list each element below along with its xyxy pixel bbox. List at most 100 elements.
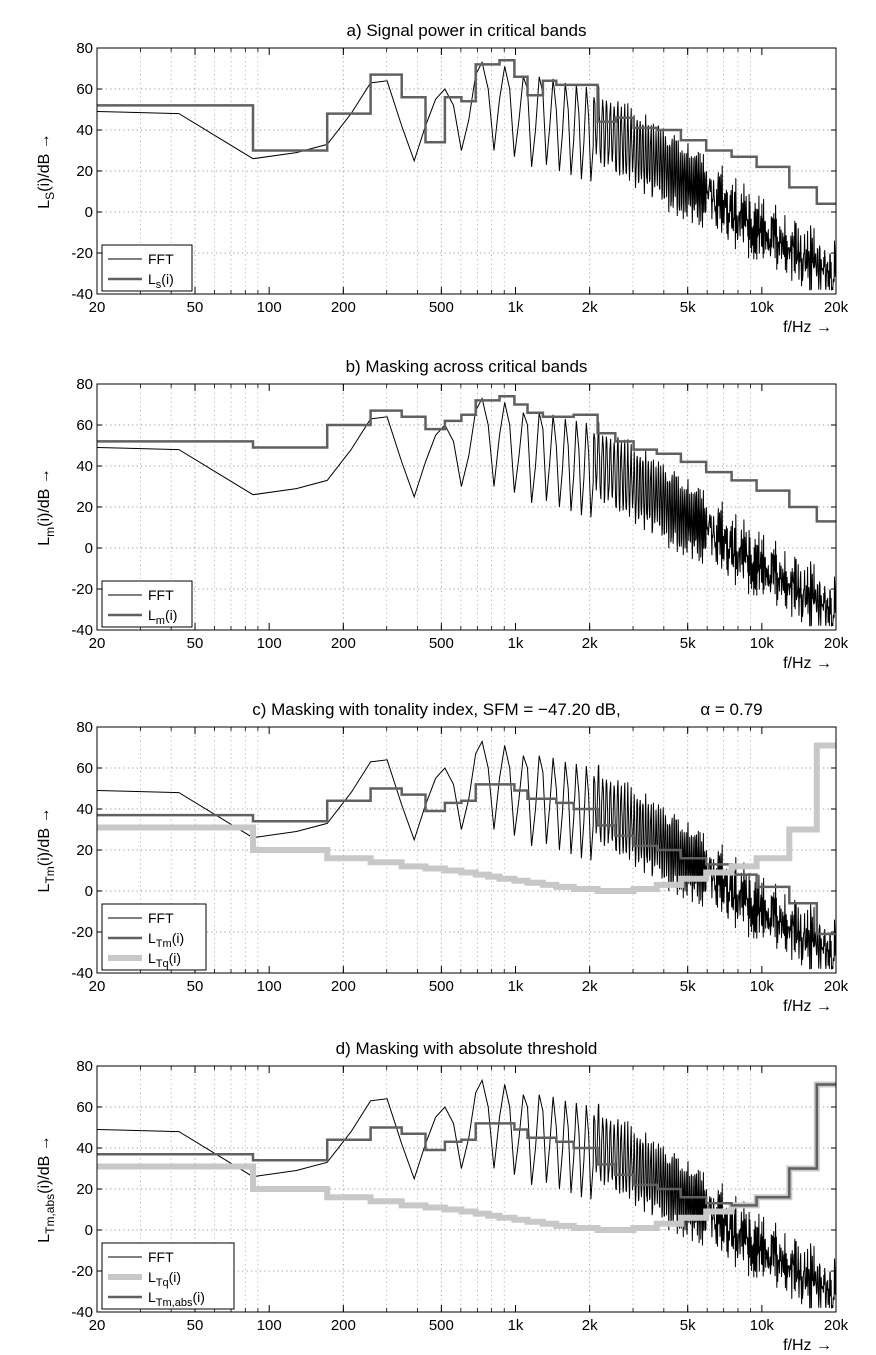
y-tick-label: -40	[71, 622, 93, 639]
x-tick-label: 50	[187, 635, 204, 652]
x-tick-label: 200	[331, 978, 356, 995]
x-axis-label: f/Hz →	[783, 655, 832, 672]
panel-c: -40 -20 0 20 40 60 80 20 50 100 200 500 1k 2k 5k 10k 20k…	[36, 700, 849, 1015]
legend-label-tail: (i)	[169, 950, 181, 966]
legend-label: Ls(i)	[148, 271, 174, 291]
y-tick-label: 80	[76, 40, 93, 57]
plot-area	[97, 739, 836, 970]
legend-label-main: FFT	[148, 1249, 174, 1265]
y-axis-label: LS(i)/dB →	[36, 133, 57, 209]
y-tick-label: 80	[76, 719, 93, 736]
x-tick-label: 100	[257, 635, 282, 652]
legend-label: LTm(i)	[148, 930, 184, 950]
x-tick-label: 5k	[680, 299, 696, 316]
chart-title: a) Signal power in critical bands	[346, 21, 586, 40]
legend-label: FFT	[148, 910, 174, 926]
legend-label-sub: s	[156, 279, 162, 291]
x-tick-label: 5k	[680, 1317, 696, 1334]
y-tick-label: 60	[76, 1099, 93, 1116]
x-axis-label: f/Hz →	[783, 1337, 832, 1354]
y-axis-label: LTm,abs(i)/dB →	[36, 1135, 57, 1243]
x-tick-label: 500	[429, 635, 454, 652]
x-tick-label: 500	[429, 1317, 454, 1334]
x-tick-label: 2k	[582, 978, 598, 995]
legend-label-sub: m	[156, 615, 165, 627]
legend: FFT Lm(i)	[101, 580, 193, 628]
y-tick-label: 40	[76, 458, 93, 475]
y-tick-label: 0	[85, 204, 93, 221]
x-tick-label: 20	[89, 978, 106, 995]
x-tick-label: 1k	[508, 1317, 524, 1334]
x-tick-label: 20	[89, 299, 106, 316]
legend-label-main: FFT	[148, 910, 174, 926]
y-tick-label: 80	[76, 376, 93, 393]
y-axis-label-tail: (i)/dB →	[36, 1135, 53, 1194]
y-tick-label: 40	[76, 801, 93, 818]
y-tick-label: 20	[76, 1181, 93, 1198]
series-step-line-2	[97, 742, 836, 894]
x-tick-label: 2k	[582, 635, 598, 652]
legend-label-main: L	[148, 1289, 156, 1305]
plot-area	[97, 1078, 836, 1309]
x-tick-label: 200	[331, 635, 356, 652]
y-tick-label: -20	[71, 581, 93, 598]
legend-label-sub: Tq	[156, 1277, 169, 1289]
series-fft-line	[97, 739, 836, 970]
chart-title-alpha: α = 0.79	[700, 700, 762, 719]
y-axis-label-main: L	[36, 200, 53, 209]
x-tick-label: 10k	[750, 299, 775, 316]
x-tick-label: 20k	[824, 978, 849, 995]
legend-label: FFT	[148, 1249, 174, 1265]
y-axis-label: Lm(i)/dB →	[36, 468, 57, 546]
x-tick-label: 20k	[824, 1317, 849, 1334]
y-tick-label: 60	[76, 760, 93, 777]
series-step-line-1	[97, 395, 836, 523]
x-tick-label: 10k	[750, 1317, 775, 1334]
legend-label-main: FFT	[148, 251, 174, 267]
y-tick-label: -20	[71, 1263, 93, 1280]
legend-label-main: L	[148, 930, 156, 946]
x-tick-label: 1k	[508, 978, 524, 995]
legend-label-main: FFT	[148, 587, 174, 603]
x-tick-label: 500	[429, 299, 454, 316]
x-tick-label: 5k	[680, 635, 696, 652]
x-tick-label: 1k	[508, 299, 524, 316]
y-tick-label: 20	[76, 499, 93, 516]
legend-label-tail: (i)	[172, 930, 184, 946]
x-tick-label: 5k	[680, 978, 696, 995]
plot-area	[97, 395, 836, 627]
x-tick-label: 50	[187, 299, 204, 316]
legend-label-main: L	[148, 1269, 156, 1285]
x-tick-label: 2k	[582, 1317, 598, 1334]
chart-title: c) Masking with tonality index, SFM = −4…	[252, 700, 621, 719]
y-axis-label-main: L	[36, 537, 53, 546]
y-tick-label: -40	[71, 965, 93, 982]
x-tick-label: 100	[257, 299, 282, 316]
y-tick-label: 0	[85, 1222, 93, 1239]
legend-label-sub: Tm,abs	[156, 1297, 193, 1309]
legend-label: LTq(i)	[148, 1269, 181, 1289]
x-tick-label: 500	[429, 978, 454, 995]
legend: FFT Ls(i)	[101, 244, 193, 292]
x-tick-label: 20k	[824, 299, 849, 316]
x-tick-label: 100	[257, 1317, 282, 1334]
legend-label: Lm(i)	[148, 607, 177, 627]
legend-label-main: L	[148, 607, 156, 623]
chart-title: d) Masking with absolute threshold	[336, 1039, 598, 1058]
x-tick-label: 20	[89, 1317, 106, 1334]
y-tick-label: 40	[76, 1140, 93, 1157]
x-tick-label: 100	[257, 978, 282, 995]
x-tick-label: 10k	[750, 978, 775, 995]
x-tick-label: 20	[89, 635, 106, 652]
panel-a: -40 -20 0 20 40 60 80 20 50 100 200 500 1k 2k 5k 10k 20k…	[36, 21, 849, 336]
x-tick-label: 200	[331, 299, 356, 316]
y-axis-label-main: L	[36, 1234, 53, 1243]
y-axis-label: LTm(i)/dB →	[36, 808, 57, 893]
x-tick-label: 20k	[824, 635, 849, 652]
x-tick-label: 50	[187, 1317, 204, 1334]
y-tick-label: 20	[76, 842, 93, 859]
y-axis-label-sub: S	[43, 192, 57, 200]
